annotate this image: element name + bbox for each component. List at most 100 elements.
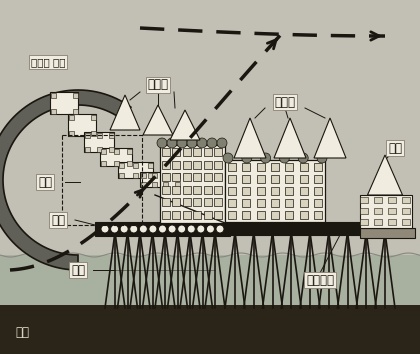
Circle shape: [187, 138, 197, 148]
Bar: [299, 163, 308, 171]
Bar: [314, 175, 322, 183]
Bar: [50, 92, 78, 114]
Bar: [228, 175, 236, 183]
Bar: [193, 186, 201, 194]
Bar: [388, 208, 396, 214]
Bar: [162, 161, 170, 169]
Bar: [100, 160, 105, 166]
Bar: [402, 197, 410, 203]
Bar: [97, 147, 102, 152]
Bar: [374, 208, 382, 214]
Text: 떠있는섬: 떠있는섬: [306, 274, 334, 286]
Bar: [108, 147, 113, 152]
Circle shape: [223, 153, 233, 163]
Circle shape: [130, 225, 138, 233]
Bar: [204, 198, 212, 206]
Circle shape: [101, 225, 109, 233]
Bar: [172, 148, 181, 156]
Polygon shape: [314, 118, 346, 158]
Bar: [271, 163, 279, 171]
Bar: [360, 228, 415, 238]
Bar: [204, 211, 212, 219]
Bar: [141, 172, 145, 177]
Polygon shape: [234, 118, 266, 158]
Circle shape: [197, 225, 205, 233]
Bar: [162, 198, 170, 206]
Circle shape: [158, 225, 166, 233]
Bar: [163, 182, 168, 187]
Bar: [257, 199, 265, 207]
Bar: [285, 163, 293, 171]
Circle shape: [242, 153, 252, 163]
Circle shape: [139, 225, 147, 233]
Bar: [285, 211, 293, 219]
Bar: [68, 114, 74, 120]
Bar: [108, 132, 113, 137]
Bar: [225, 160, 325, 222]
Bar: [271, 175, 279, 183]
Bar: [242, 175, 250, 183]
Bar: [204, 148, 212, 156]
Bar: [183, 148, 191, 156]
Bar: [163, 172, 168, 177]
Bar: [242, 187, 250, 195]
Bar: [271, 199, 279, 207]
Bar: [388, 219, 396, 225]
Circle shape: [279, 153, 289, 163]
Bar: [133, 162, 138, 167]
Bar: [162, 186, 170, 194]
Bar: [402, 219, 410, 225]
Text: 해저: 해저: [15, 325, 29, 338]
Bar: [228, 199, 236, 207]
Polygon shape: [0, 90, 131, 270]
Bar: [285, 175, 293, 183]
Bar: [183, 211, 191, 219]
Bar: [50, 92, 55, 97]
Bar: [147, 162, 152, 167]
Bar: [242, 199, 250, 207]
Text: 아파트: 아파트: [275, 96, 296, 108]
Bar: [100, 148, 105, 154]
Bar: [402, 208, 410, 214]
Bar: [214, 161, 222, 169]
Bar: [172, 211, 181, 219]
Circle shape: [298, 153, 308, 163]
Bar: [183, 161, 191, 169]
Bar: [299, 211, 308, 219]
Bar: [360, 195, 412, 228]
Bar: [271, 187, 279, 195]
Polygon shape: [170, 110, 200, 140]
Bar: [193, 198, 201, 206]
Bar: [162, 173, 170, 181]
Circle shape: [216, 225, 224, 233]
Bar: [152, 172, 157, 177]
Bar: [314, 163, 322, 171]
Polygon shape: [368, 155, 402, 195]
Bar: [214, 211, 222, 219]
Text: 받침: 받침: [71, 263, 85, 276]
Circle shape: [157, 138, 167, 148]
Bar: [214, 186, 222, 194]
Text: 주택: 주택: [388, 142, 402, 154]
Bar: [172, 161, 181, 169]
Bar: [257, 187, 265, 195]
Bar: [174, 172, 179, 177]
Circle shape: [120, 225, 128, 233]
Bar: [152, 182, 157, 187]
Bar: [214, 198, 222, 206]
Bar: [113, 148, 118, 154]
Bar: [172, 173, 181, 181]
Circle shape: [207, 138, 217, 148]
Bar: [388, 197, 396, 203]
Bar: [68, 114, 96, 136]
Bar: [118, 162, 123, 167]
Bar: [73, 108, 78, 114]
Text: 바람의 흐름: 바람의 흐름: [31, 57, 65, 67]
Bar: [100, 148, 132, 166]
Bar: [193, 148, 201, 156]
Circle shape: [177, 138, 187, 148]
Bar: [299, 187, 308, 195]
Bar: [50, 108, 55, 114]
Circle shape: [167, 138, 177, 148]
Bar: [314, 199, 322, 207]
